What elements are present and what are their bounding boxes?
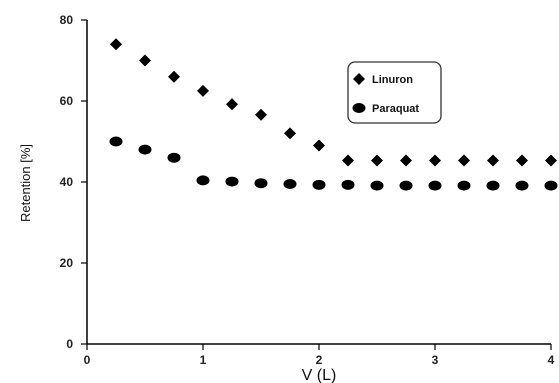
legend-marker-paraquat [352,103,366,113]
paraquat-point [486,180,500,191]
linuron-point [371,154,383,167]
paraquat-point [283,179,297,190]
linuron-point [197,84,209,97]
y-tick-label: 80 [60,13,74,27]
legend-label-linuron: Linuron [372,74,413,86]
paraquat-point [457,180,471,191]
x-axis-title: V (L) [302,367,337,383]
legend-label-paraquat: Paraquat [372,103,419,115]
y-tick-label: 20 [60,256,74,270]
paraquat-point [167,152,181,163]
linuron-point [313,139,325,152]
x-tick-label: 0 [84,353,91,367]
paraquat-point [370,180,384,191]
legend: Linuron Paraquat [347,61,442,124]
y-tick-label: 40 [60,175,74,189]
linuron-point [284,127,296,140]
tick-labels: 0 20 40 60 80 0 1 2 3 4 [60,13,555,367]
linuron-point [487,154,499,167]
paraquat-point [428,180,442,191]
paraquat-point [138,144,152,155]
paraquat-point [515,180,529,191]
linuron-point [516,154,528,167]
x-tick-label: 1 [200,353,207,367]
x-tick-label: 3 [432,353,439,367]
y-tick-label: 0 [66,337,73,351]
linuron-point [255,108,267,121]
linuron-point [400,154,412,167]
axes [81,19,552,350]
paraquat-point [312,179,326,190]
linuron-point [226,98,238,111]
x-tick-label: 2 [316,353,323,367]
y-axis-title: Retention [%] [18,144,33,222]
paraquat-point [196,175,210,186]
linuron-point [342,154,354,167]
linuron-point [168,70,180,83]
linuron-point [545,154,557,167]
linuron-point [458,154,470,167]
linuron-point [139,54,151,67]
linuron-point [110,38,122,51]
paraquat-point [341,179,355,190]
paraquat-point [109,136,123,147]
paraquat-point [544,180,558,191]
paraquat-point [399,180,413,191]
legend-box [347,61,442,124]
y-tick-label: 60 [60,94,74,108]
x-tick-label: 4 [548,353,555,367]
data-points [109,38,558,191]
series-paraquat [109,136,558,191]
legend-marker-linuron [353,73,365,85]
linuron-point [429,154,441,167]
paraquat-point [254,178,268,189]
paraquat-point [225,176,239,187]
series-linuron [110,38,557,167]
